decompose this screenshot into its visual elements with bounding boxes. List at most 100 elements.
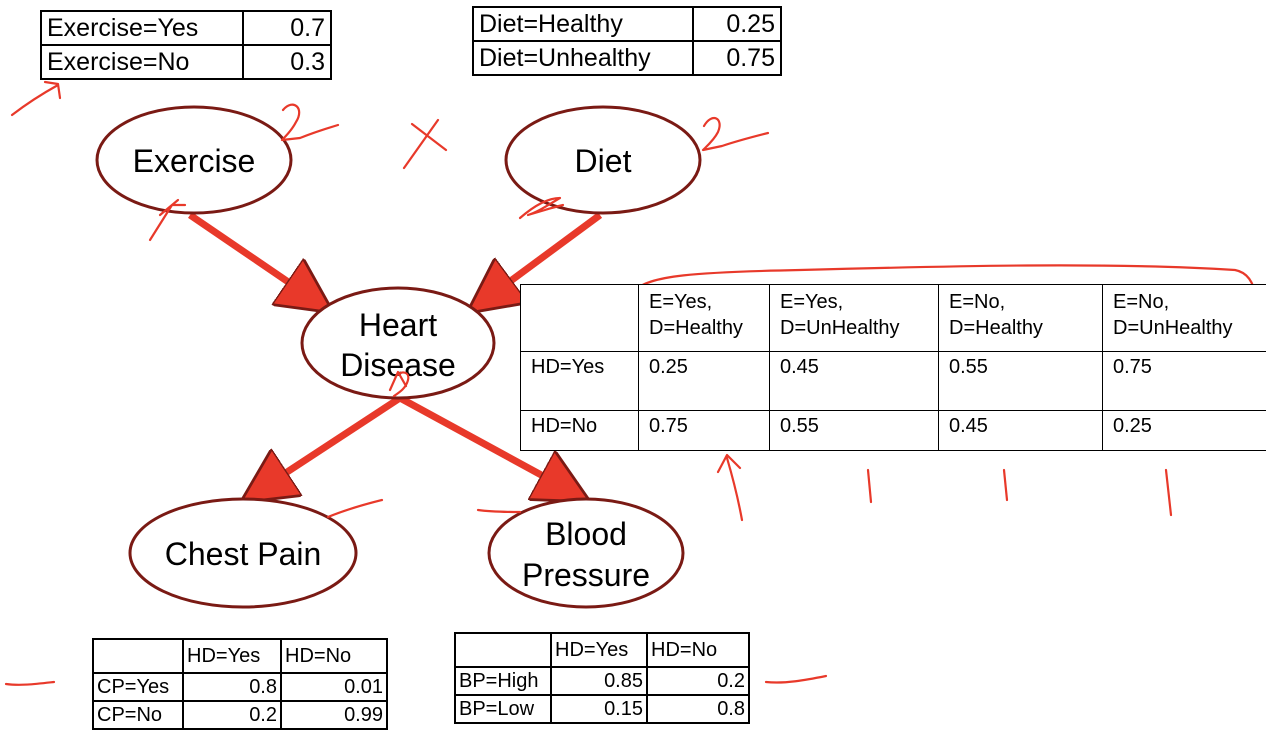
table-cell: 0.8	[182, 672, 282, 702]
edge-heartdisease-chestpain	[252, 395, 402, 495]
node-diet-label: Diet	[575, 143, 632, 179]
annotation-line-bloodpressure	[476, 508, 522, 514]
annotation-squiggle-diet	[518, 196, 565, 220]
edges	[188, 212, 603, 495]
table-cell-value: 0.25	[692, 6, 782, 42]
annotation-tick-col2	[866, 468, 873, 504]
table-row: CP=Yes 0.8 0.01	[92, 672, 388, 702]
table-cell: 0.8	[646, 694, 750, 724]
table-header-row: E=Yes, D=Healthy E=Yes, D=UnHealthy E=No…	[520, 284, 1266, 352]
chest-pain-cpt: HD=Yes HD=No CP=Yes 0.8 0.01 CP=No 0.2 0…	[92, 638, 388, 730]
table-row: HD=Yes 0.25 0.45 0.55 0.75	[520, 351, 1266, 411]
table-row-label: HD=Yes	[520, 351, 639, 411]
table-cell-label: Exercise=Yes	[40, 10, 244, 46]
table-cell: 0.2	[646, 666, 750, 696]
node-blood-pressure: Blood Pressure	[487, 497, 685, 609]
annotation-tick-col4	[1164, 468, 1173, 517]
column-header-line: D=UnHealthy	[780, 317, 900, 339]
table-cell: 0.99	[280, 700, 388, 730]
column-header-line: D=Healthy	[949, 317, 1043, 339]
table-header-row: HD=Yes HD=No	[92, 638, 388, 674]
table-cell-label: Diet=Healthy	[472, 6, 694, 42]
column-header-line: E=Yes,	[649, 291, 713, 313]
column-header-line: D=Healthy	[649, 317, 743, 339]
node-diet: Diet	[504, 105, 702, 215]
table-row: HD=No 0.75 0.55 0.45 0.25	[520, 410, 1266, 451]
table-row: Diet=Healthy 0.25	[472, 6, 782, 42]
table-corner-cell	[92, 638, 184, 674]
table-cell: 0.55	[769, 410, 939, 451]
table-column-header: E=Yes, D=Healthy	[638, 284, 770, 352]
table-cell: 0.25	[1102, 410, 1266, 451]
node-heart-disease: Heart Disease	[300, 286, 496, 400]
table-corner-cell	[454, 632, 552, 668]
annotation-cross	[402, 118, 448, 170]
table-cell: 0.25	[638, 351, 770, 411]
annotation-two-exercise	[280, 103, 340, 142]
edge-heartdisease-bloodpressure	[398, 394, 578, 495]
table-cell-value: 0.3	[242, 44, 332, 80]
node-heart-disease-label-1: Heart	[359, 307, 437, 343]
table-column-header: HD=No	[280, 638, 388, 674]
table-column-header: HD=No	[646, 632, 750, 668]
table-column-header: HD=Yes	[550, 632, 648, 668]
annotation-two-diet	[701, 116, 770, 152]
table-row: Exercise=Yes 0.7	[40, 10, 332, 46]
node-chest-pain: Chest Pain	[128, 497, 358, 609]
annotation-check-heartdisease	[388, 370, 410, 398]
table-cell-value: 0.7	[242, 10, 332, 46]
annotation-arrow-col1	[716, 453, 744, 522]
table-row-label: CP=No	[92, 700, 184, 730]
table-cell: 0.45	[769, 351, 939, 411]
blood-pressure-cpt: HD=Yes HD=No BP=High 0.85 0.2 BP=Low 0.1…	[454, 632, 750, 724]
table-row-label: HD=No	[520, 410, 639, 451]
annotation-dash-bp-table	[764, 674, 828, 684]
table-row: Diet=Unhealthy 0.75	[472, 40, 782, 76]
node-exercise-label: Exercise	[133, 143, 256, 179]
table-row-label: CP=Yes	[92, 672, 184, 702]
diet-prior-table: Diet=Healthy 0.25 Diet=Unhealthy 0.75	[472, 6, 782, 76]
node-heart-disease-label-2: Disease	[340, 347, 456, 383]
exercise-prior-table: Exercise=Yes 0.7 Exercise=No 0.3	[40, 10, 332, 80]
table-cell: 0.01	[280, 672, 388, 702]
annotation-line-chestpain	[326, 498, 384, 519]
table-cell: 0.45	[938, 410, 1103, 451]
table-column-header: HD=Yes	[182, 638, 282, 674]
table-cell: 0.85	[550, 666, 648, 696]
node-chest-pain-label: Chest Pain	[165, 536, 322, 572]
annotation-one-exercise	[148, 198, 187, 242]
table-column-header: E=Yes, D=UnHealthy	[769, 284, 939, 352]
table-row-label: BP=High	[454, 666, 552, 696]
node-blood-pressure-label-2: Pressure	[522, 557, 650, 593]
edge-diet-heartdisease	[478, 212, 603, 305]
table-cell-label: Exercise=No	[40, 44, 244, 80]
table-row: BP=Low 0.15 0.8	[454, 694, 750, 724]
table-cell: 0.15	[550, 694, 648, 724]
table-column-header: E=No, D=UnHealthy	[1102, 284, 1266, 352]
column-header-line: E=No,	[1113, 291, 1170, 313]
column-header-line: D=UnHealthy	[1113, 317, 1233, 339]
table-column-header: E=No, D=Healthy	[938, 284, 1103, 352]
table-cell: 0.75	[1102, 351, 1266, 411]
annotation-dash-cp-table	[4, 680, 56, 686]
table-row-label: BP=Low	[454, 694, 552, 724]
table-row: Exercise=No 0.3	[40, 44, 332, 80]
table-cell: 0.2	[182, 700, 282, 730]
node-blood-pressure-label-1: Blood	[545, 516, 627, 552]
node-exercise: Exercise	[95, 105, 293, 215]
annotation-tick-col3	[1002, 468, 1009, 502]
edge-exercise-heartdisease	[188, 212, 322, 305]
table-header-row: HD=Yes HD=No	[454, 632, 750, 668]
column-header-line: E=No,	[949, 291, 1006, 313]
column-header-line: E=Yes,	[780, 291, 844, 313]
table-cell-value: 0.75	[692, 40, 782, 76]
heart-disease-cpt: E=Yes, D=Healthy E=Yes, D=UnHealthy E=No…	[520, 284, 1266, 451]
table-cell: 0.75	[638, 410, 770, 451]
table-cell: 0.55	[938, 351, 1103, 411]
table-row: BP=High 0.85 0.2	[454, 666, 750, 696]
table-corner-cell	[520, 284, 639, 352]
table-row: CP=No 0.2 0.99	[92, 700, 388, 730]
annotation-arrow-exercise-table	[10, 80, 62, 117]
table-cell-label: Diet=Unhealthy	[472, 40, 694, 76]
